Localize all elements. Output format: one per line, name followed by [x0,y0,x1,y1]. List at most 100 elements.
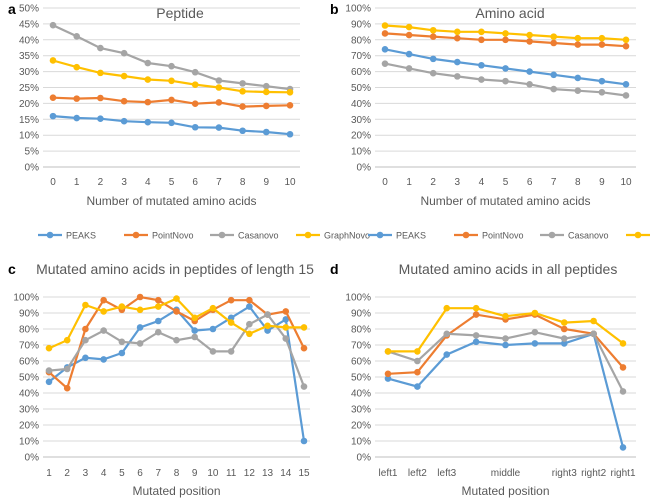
x-tick-label: 9 [192,468,198,479]
y-tick-label: 10% [19,131,39,142]
y-tick-label: 0% [25,163,40,174]
y-tick-label: 70% [351,51,371,62]
data-point-graphnovo [381,22,389,29]
y-tick-label: 30% [351,115,371,126]
x-axis-title: Mutated position [461,484,549,498]
y-tick-label: 50% [19,4,39,15]
data-point-peaks [118,349,126,357]
data-point-pointnovo [454,34,461,42]
data-point-graphnovo [405,23,413,31]
x-tick-label: 2 [64,468,70,479]
data-point-pointnovo [227,296,235,304]
data-point-casanovo [550,85,557,93]
x-tick-label: 2 [98,177,104,188]
x-tick-label: 7 [216,177,222,188]
x-tick-label: 9 [599,177,605,188]
data-point-pointnovo [100,296,107,304]
x-tick-label: right1 [610,468,635,479]
legend-label: PointNovo [482,231,524,241]
data-point-peaks [472,338,480,346]
data-point-casanovo [531,328,539,336]
y-tick-label: 90% [19,309,39,320]
x-tick-label: right3 [552,468,577,479]
data-point-peaks [49,112,57,120]
data-point-pointnovo [384,370,392,378]
data-point-casanovo [443,330,451,338]
data-point-peaks [264,327,271,334]
chart-panel-b: 0% 10% 20% 30% 40% 50% 60% 70% 80% 90% 100% 0 1 2 3 4 5 6… [330,1,650,241]
data-point-casanovo [246,320,253,328]
y-tick-label: 60% [351,357,371,368]
data-point-graphnovo [590,317,597,325]
data-point-graphnovo [173,295,180,302]
x-tick-label: 8 [174,468,180,479]
data-point-pointnovo [136,293,144,301]
data-point-peaks [598,77,606,85]
legend-marker-graphnovo [634,231,642,239]
y-tick-label: 0% [25,453,40,464]
legend-marker-casanovo [548,231,556,239]
data-point-graphnovo [454,28,461,36]
data-point-casanovo [215,77,223,84]
data-point-casanovo [97,44,104,52]
y-tick-label: 20% [19,99,39,110]
y-tick-label: 80% [351,325,371,336]
x-tick-label: 5 [503,177,509,188]
y-tick-label: 10% [351,437,371,448]
data-point-pointnovo [622,42,630,50]
x-tick-label: 8 [575,177,581,188]
chart-title: Mutated amino acids in all peptides [399,261,618,277]
series-line-peaks [387,332,625,448]
data-point-casanovo [49,21,57,29]
y-tick-label: 10% [351,147,371,158]
data-point-peaks [526,68,533,75]
data-point-peaks [384,375,392,382]
legend-marker-pointnovo [462,231,470,239]
data-point-pointnovo [97,94,104,102]
data-point-peaks [282,316,290,323]
data-point-peaks [73,114,80,122]
data-point-casanovo [100,327,107,334]
data-point-casanovo [478,76,485,83]
data-point-pointnovo [472,311,480,318]
data-point-graphnovo [120,72,128,80]
legend-label: PEAKS [396,231,426,241]
x-tick-label: 3 [83,468,89,479]
data-point-peaks [405,50,413,58]
data-point-pointnovo [478,36,485,44]
y-tick-label: 30% [19,67,39,78]
data-point-peaks [622,81,630,88]
data-point-peaks [478,61,485,69]
data-point-pointnovo [574,41,582,48]
data-point-peaks [45,378,53,386]
data-point-casanovo [209,348,217,355]
data-point-peaks [414,383,421,390]
data-point-peaks [97,115,104,122]
data-point-pointnovo [154,296,162,304]
data-point-pointnovo [405,31,413,39]
data-point-graphnovo [191,314,199,322]
data-point-peaks [227,314,235,322]
data-point-peaks [429,55,437,63]
data-point-pointnovo [73,95,80,102]
legend-label: Casanovo [238,231,279,241]
data-point-casanovo [619,388,627,395]
data-point-pointnovo [550,39,557,47]
data-point-casanovo [144,59,152,67]
data-point-graphnovo [239,88,246,95]
x-tick-label: 7 [551,177,557,188]
data-point-graphnovo [97,69,104,77]
data-point-graphnovo [531,309,539,317]
data-point-graphnovo [49,57,57,64]
data-point-peaks [168,119,175,127]
data-point-graphnovo [472,304,480,312]
data-point-pointnovo [246,296,253,304]
data-point-pointnovo [502,36,509,44]
data-point-graphnovo [443,304,451,312]
data-point-casanovo [45,367,53,374]
x-tick-label: 13 [262,468,274,479]
data-point-casanovo [526,81,533,88]
data-point-graphnovo [574,34,582,42]
data-point-pointnovo [120,97,128,105]
